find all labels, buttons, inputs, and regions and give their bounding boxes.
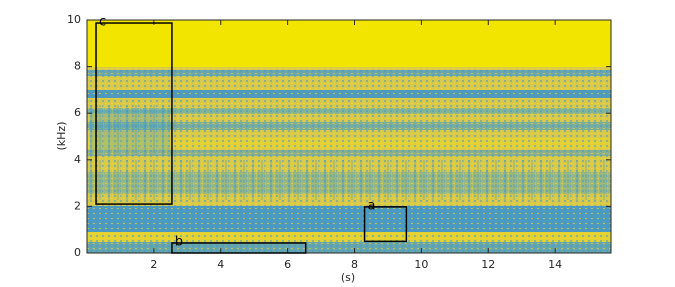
x-tick-label: 14 (548, 258, 562, 271)
annotation-box (95, 22, 173, 205)
x-tick-label: 8 (351, 258, 358, 271)
y-tick-label: 2 (74, 199, 81, 212)
spectrogram-image (87, 20, 611, 253)
x-tick-label: 2 (150, 258, 157, 271)
y-tick-label: 10 (67, 13, 81, 26)
x-tick-label: 12 (481, 258, 495, 271)
annotation-box (363, 206, 408, 243)
y-tick-label: 4 (74, 153, 81, 166)
annotation-label: b (175, 234, 183, 249)
x-tick-label: 10 (414, 258, 428, 271)
annotation-label: c (99, 15, 106, 30)
annotation-label: a (368, 198, 376, 213)
y-tick-label: 6 (74, 106, 81, 119)
annotation-box (171, 242, 307, 254)
y-axis-label: (kHz) (55, 122, 68, 151)
y-tick-label: 8 (74, 60, 81, 73)
y-tick-label: 0 (74, 246, 81, 259)
x-tick-label: 6 (284, 258, 291, 271)
plot-frame (86, 19, 612, 254)
x-axis-label: (s) (341, 271, 355, 284)
x-tick-label: 4 (217, 258, 224, 271)
